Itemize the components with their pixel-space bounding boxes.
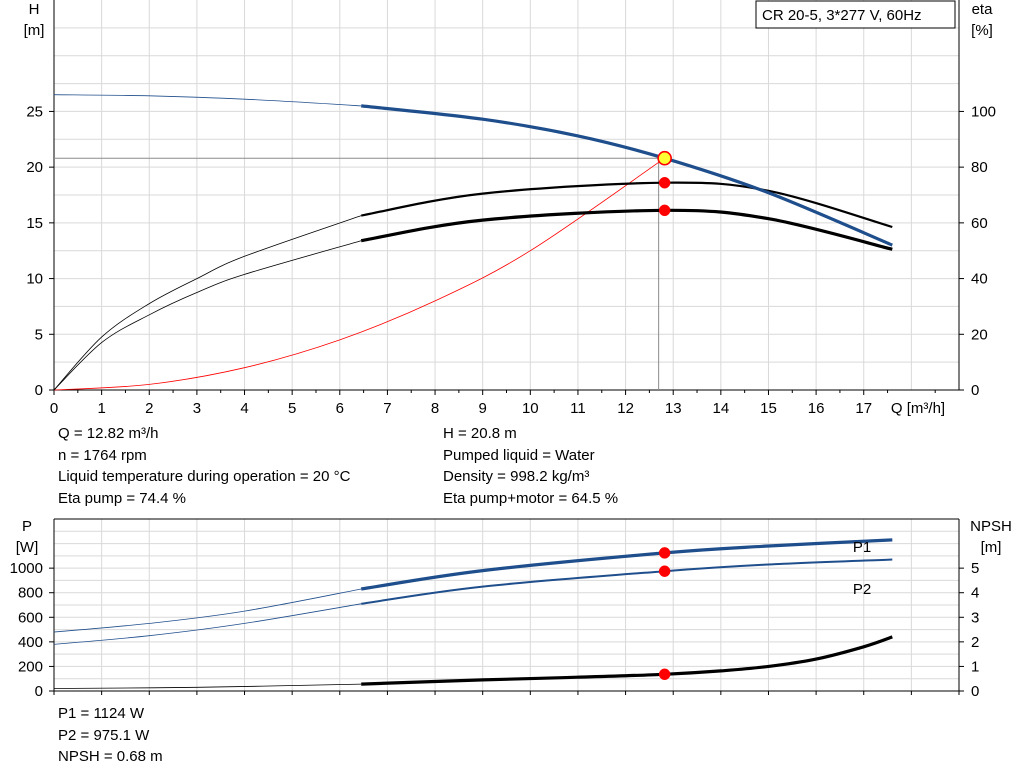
system-curve bbox=[53, 157, 665, 391]
series-label-p2: P2 bbox=[853, 581, 871, 598]
p1-curve-thin bbox=[53, 588, 362, 633]
y2-tick-label: 5 bbox=[971, 560, 979, 577]
eta-pump-curve-thin bbox=[53, 215, 362, 391]
y-axis-unit: [m] bbox=[24, 22, 45, 39]
y2-axis-title: eta bbox=[972, 1, 994, 18]
info-p2: P2 = 975.1 W bbox=[58, 726, 150, 744]
legend-box bbox=[755, 0, 956, 29]
y2-axis-unit: [%] bbox=[971, 22, 993, 39]
x-tick-label: 17 bbox=[855, 400, 872, 417]
x-tick-label: 0 bbox=[50, 400, 58, 417]
y2-tick-label: 20 bbox=[971, 326, 988, 343]
x-tick-label: 6 bbox=[336, 400, 344, 417]
operating-point-eta-pump-marker bbox=[658, 176, 671, 189]
y2-tick-label: 2 bbox=[971, 634, 979, 651]
y-axis-title: P bbox=[22, 518, 32, 535]
info-liquid: Pumped liquid = Water bbox=[443, 446, 595, 464]
info-eta-total: Eta pump+motor = 64.5 % bbox=[443, 489, 619, 507]
operating-point-eta-total-marker bbox=[658, 204, 671, 217]
operating-point-p2-marker bbox=[658, 565, 671, 577]
y-axis-title: H bbox=[29, 1, 40, 18]
x-tick-label: 7 bbox=[383, 400, 391, 417]
y-tick-label: 800 bbox=[18, 585, 43, 602]
y-tick-label: 0 bbox=[35, 683, 43, 700]
info-panel-left: Q = 12.82 m³/h n = 1764 rpm Liquid tempe… bbox=[58, 423, 350, 509]
y-tick-label: 5 bbox=[35, 326, 43, 343]
y2-axis-unit: [m] bbox=[981, 539, 1002, 556]
y-tick-label: 25 bbox=[26, 103, 43, 120]
info-npsh: NPSH = 0.68 m bbox=[58, 748, 163, 765]
x-tick-label: 13 bbox=[665, 400, 682, 417]
series-label-p1: P1 bbox=[853, 539, 871, 556]
y-tick-label: 10 bbox=[26, 271, 43, 288]
y-tick-label: 1000 bbox=[10, 560, 43, 577]
y2-tick-label: 0 bbox=[971, 382, 979, 399]
legend-text: CR 20-5, 3*277 V, 60Hz bbox=[762, 7, 922, 24]
info-p1: P1 = 1124 W bbox=[58, 705, 145, 722]
operating-point-p1-marker bbox=[658, 547, 671, 559]
y2-tick-label: 1 bbox=[971, 658, 979, 675]
y2-tick-label: 60 bbox=[971, 215, 988, 232]
info-panel-power: P1 = 1124 W P2 = 975.1 W NPSH = 0.68 m bbox=[58, 703, 163, 768]
head-curve-thin bbox=[53, 94, 362, 107]
info-density: Density = 998.2 kg/m³ bbox=[443, 468, 590, 485]
npsh-curve bbox=[361, 635, 893, 686]
y-axis-unit: [W] bbox=[16, 539, 39, 556]
operating-point-npsh-marker bbox=[658, 668, 671, 681]
y2-tick-label: 4 bbox=[971, 585, 979, 602]
y2-tick-label: 3 bbox=[971, 609, 979, 626]
x-tick-label: 9 bbox=[479, 400, 487, 417]
x-tick-label: 12 bbox=[617, 400, 634, 417]
x-axis-label: Q [m³/h] bbox=[891, 400, 945, 417]
eta-pump-motor-curve bbox=[360, 208, 893, 251]
head-curve bbox=[361, 104, 893, 247]
p2-curve bbox=[361, 558, 893, 605]
npsh-curve-thin bbox=[53, 683, 362, 689]
eta-pump-curve bbox=[361, 181, 893, 229]
x-tick-label: 4 bbox=[240, 400, 248, 417]
y2-tick-label: 40 bbox=[971, 271, 988, 288]
x-tick-label: 8 bbox=[431, 400, 439, 417]
y2-tick-label: 100 bbox=[971, 103, 996, 120]
y2-tick-label: 80 bbox=[971, 159, 988, 176]
info-flow: Q = 12.82 m³/h bbox=[58, 425, 159, 442]
x-tick-label: 16 bbox=[808, 400, 825, 417]
x-tick-label: 10 bbox=[522, 400, 539, 417]
info-head: H = 20.8 m bbox=[443, 425, 517, 442]
y-tick-label: 20 bbox=[26, 159, 43, 176]
x-tick-label: 3 bbox=[193, 400, 201, 417]
y-tick-label: 400 bbox=[18, 634, 43, 651]
info-speed: n = 1764 rpm bbox=[58, 446, 147, 464]
p2-curve-thin bbox=[53, 603, 362, 645]
info-panel-right: H = 20.8 m Pumped liquid = Water Density… bbox=[443, 423, 618, 509]
p1-curve bbox=[360, 538, 893, 591]
y-tick-label: 15 bbox=[26, 215, 43, 232]
y-tick-label: 0 bbox=[35, 382, 43, 399]
x-tick-label: 14 bbox=[712, 400, 729, 417]
info-eta-pump: Eta pump = 74.4 % bbox=[58, 489, 186, 507]
y2-tick-label: 0 bbox=[971, 683, 979, 700]
x-tick-label: 11 bbox=[570, 400, 586, 417]
y-tick-label: 600 bbox=[18, 609, 43, 626]
x-tick-label: 2 bbox=[145, 400, 153, 417]
x-tick-label: 5 bbox=[288, 400, 296, 417]
eta-pump-motor-curve-thin bbox=[53, 240, 362, 391]
y-tick-label: 200 bbox=[18, 658, 43, 675]
operating-point-head-marker bbox=[657, 150, 672, 166]
x-tick-label: 15 bbox=[760, 400, 777, 417]
info-temperature: Liquid temperature during operation = 20… bbox=[58, 468, 351, 485]
x-tick-label: 1 bbox=[97, 400, 105, 417]
y2-axis-title: NPSH bbox=[970, 518, 1012, 535]
